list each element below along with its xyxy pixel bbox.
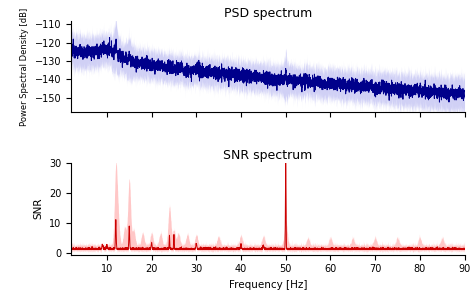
Y-axis label: SNR: SNR (34, 198, 44, 219)
Title: PSD spectrum: PSD spectrum (224, 7, 312, 20)
X-axis label: Frequency [Hz]: Frequency [Hz] (228, 280, 307, 290)
Y-axis label: Power Spectral Density [dB]: Power Spectral Density [dB] (20, 7, 29, 126)
Title: SNR spectrum: SNR spectrum (223, 149, 312, 162)
